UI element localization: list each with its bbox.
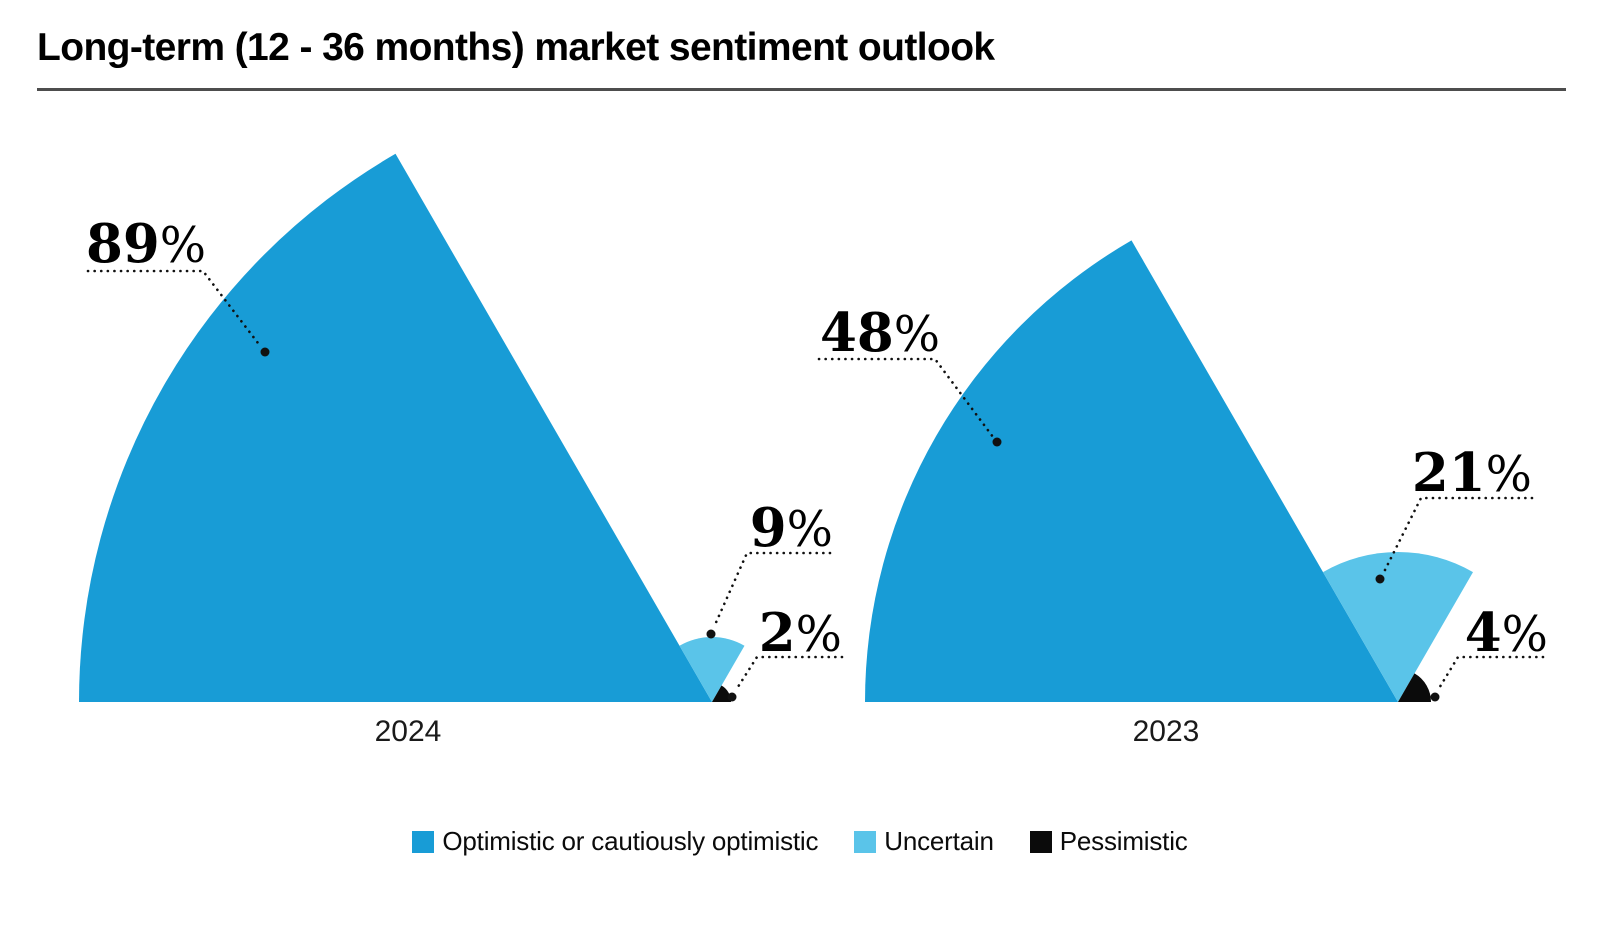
leader-dot-2023-pessimistic [1430, 692, 1440, 702]
title-divider [37, 88, 1566, 91]
sector-2023-pessimistic [1398, 673, 1431, 702]
leader-line-2024-uncertain [712, 551, 832, 629]
leader-line-2023-pessimistic [1436, 655, 1545, 692]
label-2024-optimistic: 89% [86, 218, 206, 271]
axis-label-2024: 2024 [374, 715, 442, 748]
label-2024-uncertain: 9% [750, 502, 833, 555]
leader-dot-2023-optimistic [992, 437, 1002, 447]
label-2023-optimistic: 48% [820, 307, 940, 360]
legend: Optimistic or cautiously optimistic Unce… [0, 826, 1600, 857]
leader-dot-2024-pessimistic [727, 692, 737, 702]
label-2023-uncertain-value: 21 [1411, 442, 1486, 504]
legend-label-optimistic: Optimistic or cautiously optimistic [442, 826, 819, 856]
label-2024-optimistic-suffix: % [159, 218, 207, 274]
leader-line-2024-pessimistic [734, 655, 844, 692]
leader-dot-2024-uncertain [706, 629, 716, 639]
label-2024-uncertain-value: 9 [749, 497, 787, 559]
legend-label-uncertain: Uncertain [884, 826, 994, 856]
label-2023-pessimistic-value: 4 [1464, 602, 1502, 664]
legend-item-uncertain: Uncertain [854, 826, 994, 857]
sector-2024-uncertain [679, 636, 745, 702]
sector-2024-pessimistic [712, 685, 732, 702]
legend-swatch-uncertain-icon [854, 830, 877, 853]
legend-swatch-optimistic-icon [412, 830, 435, 853]
label-2024-uncertain-suffix: % [786, 502, 833, 558]
legend-item-pessimistic: Pessimistic [1029, 826, 1188, 857]
legend-swatch-pessimistic-icon [1029, 830, 1052, 853]
label-2023-pessimistic-suffix: % [1501, 607, 1548, 663]
page-title: Long-term (12 - 36 months) market sentim… [37, 26, 995, 69]
axis-label-2023: 2023 [1132, 715, 1200, 748]
label-2023-optimistic-suffix: % [893, 307, 941, 363]
label-2023-uncertain-suffix: % [1485, 447, 1532, 503]
leader-line-2023-uncertain [1382, 496, 1534, 574]
label-2023-pessimistic: 4% [1465, 607, 1548, 660]
label-2024-pessimistic-suffix: % [795, 607, 842, 663]
sector-2024-optimistic [79, 153, 712, 703]
legend-item-optimistic: Optimistic or cautiously optimistic [412, 826, 818, 857]
sector-2023-uncertain [1323, 552, 1473, 702]
leader-dot-2023-uncertain [1375, 574, 1385, 584]
leader-line-2024-optimistic [86, 269, 263, 349]
label-2024-optimistic-value: 89 [86, 213, 160, 275]
legend-label-pessimistic: Pessimistic [1059, 826, 1188, 856]
label-2024-pessimistic: 2% [759, 607, 842, 660]
label-2023-optimistic-value: 48 [820, 302, 894, 364]
leader-dot-2024-optimistic [260, 347, 270, 357]
leader-line-2023-optimistic [817, 357, 995, 439]
label-2023-uncertain: 21% [1412, 447, 1532, 500]
label-2024-pessimistic-value: 2 [758, 602, 796, 664]
sector-2023-optimistic [865, 240, 1398, 702]
